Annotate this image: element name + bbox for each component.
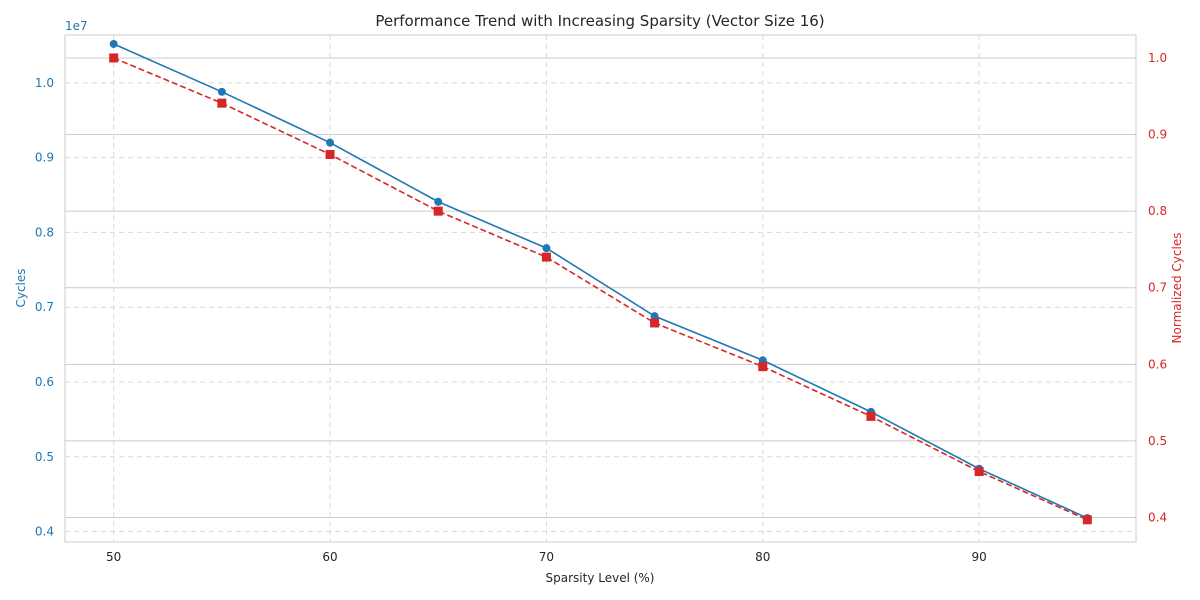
x-axis-label: Sparsity Level (%): [546, 571, 655, 585]
series-1-point-4: [541, 252, 551, 262]
y-axis-offset-label: 1e7: [65, 19, 88, 33]
series-0-point-5: [650, 312, 659, 321]
series-line-0: [113, 43, 1088, 519]
y-axis-label-right: Normalized Cycles: [1170, 233, 1184, 344]
series-1-point-1: [217, 98, 227, 108]
series-1-point-6: [758, 362, 768, 372]
grid: [65, 35, 1136, 542]
series-1-point-5: [650, 318, 660, 328]
chart-title: Performance Trend with Increasing Sparsi…: [375, 12, 824, 30]
series-0-point-2: [326, 138, 335, 147]
tick-labels: 50 60 70 80 90 0.4 0.5 0.6 0.7 0.8 0.9 1.0 0.4 0.5 0.6…: [35, 51, 1167, 564]
x-tick-label-4: 90: [971, 550, 986, 564]
x-tick-label-0: 50: [106, 550, 121, 564]
y-tick-label-left-5: 0.9: [35, 151, 54, 165]
y-tick-label-left-2: 0.6: [35, 375, 54, 389]
y-tick-label-right-4: 0.8: [1148, 204, 1167, 218]
y-tick-label-right-5: 0.9: [1148, 128, 1167, 142]
y-tick-label-left-3: 0.7: [35, 300, 54, 314]
y-tick-label-right-2: 0.6: [1148, 357, 1167, 371]
series-1-point-9: [1082, 515, 1092, 525]
y-tick-label-left-1: 0.5: [35, 450, 54, 464]
y-tick-label-right-1: 0.5: [1148, 434, 1167, 448]
series-1-point-3: [433, 206, 443, 216]
series-1-point-2: [325, 149, 335, 159]
y-tick-label-left-6: 1.0: [35, 76, 54, 90]
series-0-point-0: [109, 39, 118, 48]
y-tick-label-left-4: 0.8: [35, 225, 54, 239]
x-tick-label-3: 80: [755, 550, 770, 564]
series-0-point-1: [217, 87, 226, 96]
x-tick-label-2: 70: [539, 550, 554, 564]
plot-frame: [64, 34, 1137, 543]
series-1-point-7: [866, 411, 876, 421]
series-1-point-0: [109, 53, 119, 63]
series-0-point-3: [434, 197, 443, 206]
x-tick-label-1: 60: [322, 550, 337, 564]
series-layer: [109, 39, 1092, 525]
y-axis-label-left: Cycles: [14, 268, 28, 307]
y-tick-label-left-0: 0.4: [35, 525, 54, 539]
y-tick-label-right-6: 1.0: [1148, 51, 1167, 65]
series-1-point-8: [974, 467, 984, 477]
y-tick-label-right-3: 0.7: [1148, 281, 1167, 295]
y-tick-label-right-0: 0.4: [1148, 510, 1167, 524]
series-line-1: [113, 57, 1088, 521]
series-0-point-4: [542, 244, 551, 253]
